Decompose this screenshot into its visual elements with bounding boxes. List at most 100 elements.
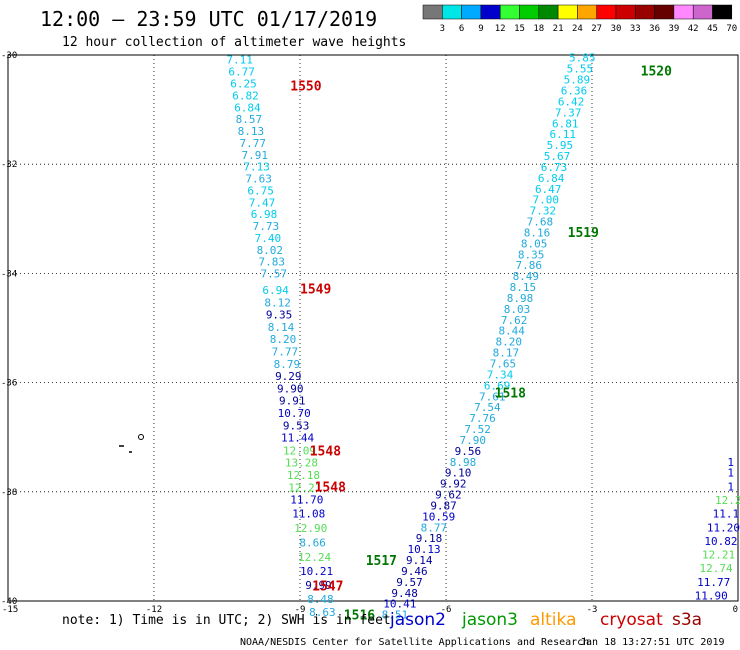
colorbar-tick-label: 42	[688, 24, 699, 34]
colorbar-swatch	[577, 4, 597, 20]
swh-value-label: 7.65	[490, 357, 517, 370]
swh-value-label: 6.47	[535, 183, 562, 196]
satellite-legend-s3a: s3a	[672, 610, 702, 630]
swh-value-label: 6.84	[234, 101, 261, 114]
swh-value-label: 7.00	[533, 194, 560, 207]
swh-value-label: 6.73	[541, 161, 568, 174]
swh-value-label: 7.86	[515, 259, 542, 272]
swh-value-label: 7.83	[259, 255, 286, 268]
swh-value-label: 11.1	[713, 508, 740, 521]
colorbar-swatch	[692, 4, 713, 20]
swh-value-label: 5.95	[547, 139, 574, 152]
swh-value-label: 7.57	[260, 267, 287, 280]
swh-values: 7.116.776.256.826.848.578.137.777.917.13…	[226, 52, 740, 622]
swh-value-label: 6.84	[538, 172, 565, 185]
colorbar-tick-label: 30	[611, 24, 622, 34]
swh-value-label: 8.13	[238, 125, 265, 138]
colorbar-tick-label: 70	[726, 24, 737, 34]
colorbar-tick-label: 21	[553, 24, 564, 34]
pass-time-label: 1548	[310, 444, 341, 459]
swh-value-label: 7.76	[469, 412, 496, 425]
colorbar-tick-label: 9	[478, 24, 483, 34]
swh-value-label: 9.56	[455, 445, 482, 458]
x-tick-label: -3	[587, 605, 598, 615]
swh-value-label: 9.91	[279, 395, 306, 408]
swh-value-label: 6.77	[228, 65, 255, 78]
swh-value-label: 5.67	[544, 150, 571, 163]
swh-value-label: 7.77	[272, 345, 299, 358]
swh-value-label: 8.98	[507, 292, 534, 305]
swh-value-label: 6.82	[232, 89, 259, 102]
swh-value-label: 7.90	[460, 434, 487, 447]
swh-value-label: 6.42	[558, 95, 585, 108]
units-note: note: 1) Time is in UTC; 2) SWH is in fe…	[62, 613, 391, 628]
swh-value-label: 7.68	[527, 216, 554, 229]
timestamp-text: Jan 18 13:27:51 UTC 2019	[580, 637, 725, 648]
colorbar-swatch	[461, 4, 482, 20]
pass-time-label: 1518	[495, 386, 526, 401]
swh-value-label: 6.69	[484, 379, 511, 392]
swh-value-label: 9.48	[391, 587, 418, 600]
swh-value-label: 9.62	[435, 489, 462, 502]
swh-value-label: 8.49	[513, 270, 540, 283]
swh-value-label: 8.17	[493, 347, 520, 360]
swh-value-label: 9.99	[305, 579, 332, 592]
swh-value-label: 12.24	[298, 551, 331, 564]
x-tick-label: 0	[733, 605, 738, 615]
colorbar-swatch	[538, 4, 559, 20]
swh-value-label: 9.14	[406, 554, 433, 567]
swh-value-label: 8.03	[504, 303, 531, 316]
swh-value-label: 8.12	[264, 296, 291, 309]
colorbar-tick-label: 45	[707, 24, 718, 34]
swh-value-label: 9.57	[396, 576, 423, 589]
swh-value-label: 9.10	[445, 467, 472, 480]
swh-value-label: 7.61	[479, 390, 506, 403]
swh-value-label: 9.29	[275, 370, 302, 383]
y-tick-label: -36	[1, 379, 17, 389]
swh-value-label: 8.63	[309, 606, 336, 619]
satellite-legend-jason2: jason2	[389, 610, 446, 630]
swh-value-label: 10.41	[383, 598, 416, 611]
x-tick-label: -12	[146, 605, 162, 615]
swh-value-label: 9.87	[430, 499, 457, 512]
swh-value-label: 7.91	[241, 149, 268, 162]
swh-value-label: 8.05	[521, 237, 548, 250]
y-tick-label: -40	[1, 597, 17, 607]
pass-time-label: 1520	[641, 64, 672, 79]
chart-title: 12:00 — 23:59 UTC 01/17/2019	[40, 7, 377, 31]
pass-time-label: 1550	[290, 80, 321, 95]
colorbar-tick-label: 15	[514, 24, 525, 34]
swh-value-label: 5.85	[569, 52, 596, 65]
satellite-legend-cryosat: cryosat	[600, 610, 663, 630]
colorbar-tick-label: 24	[572, 24, 583, 34]
time-labels: 1550 1549 1548 1548 1547 1517 1516 1518 1519 1520	[290, 64, 672, 623]
pass-time-label: 1517	[366, 554, 397, 569]
pass-time-label: 1548	[315, 480, 346, 495]
swh-value-label: 9.90	[277, 383, 304, 396]
colorbar-tick-label: 33	[630, 24, 641, 34]
pass-time-label: 1516	[344, 609, 375, 624]
swh-value-label: 10.59	[422, 510, 455, 523]
swh-value-label: 11.70	[290, 493, 323, 506]
swh-value-label: 11.90	[695, 590, 728, 603]
swh-value-label: 7.73	[253, 220, 280, 233]
colorbar-tick-label: 12	[495, 24, 506, 34]
island-shape	[138, 434, 144, 440]
x-tick-label: -6	[441, 605, 452, 615]
swh-value-label: 7.32	[530, 205, 557, 218]
swh-value-label: 10.82	[704, 535, 737, 548]
plot-frame	[7, 54, 739, 602]
swh-value-label: 11.20	[707, 521, 740, 534]
colorbar-tick-label: 18	[533, 24, 544, 34]
colorbar-tick-label: 27	[591, 24, 602, 34]
y-tick-label: -32	[1, 160, 17, 170]
colorbar-tick-label: 36	[649, 24, 660, 34]
swh-value-label: 7.62	[501, 314, 528, 327]
swh-value-label: 11.08	[292, 508, 325, 521]
y-tick-label: -30	[1, 51, 17, 61]
swh-value-label: 6.75	[247, 184, 274, 197]
swh-value-label: 8.66	[299, 537, 326, 550]
swh-value-label: 12.09	[283, 444, 316, 457]
